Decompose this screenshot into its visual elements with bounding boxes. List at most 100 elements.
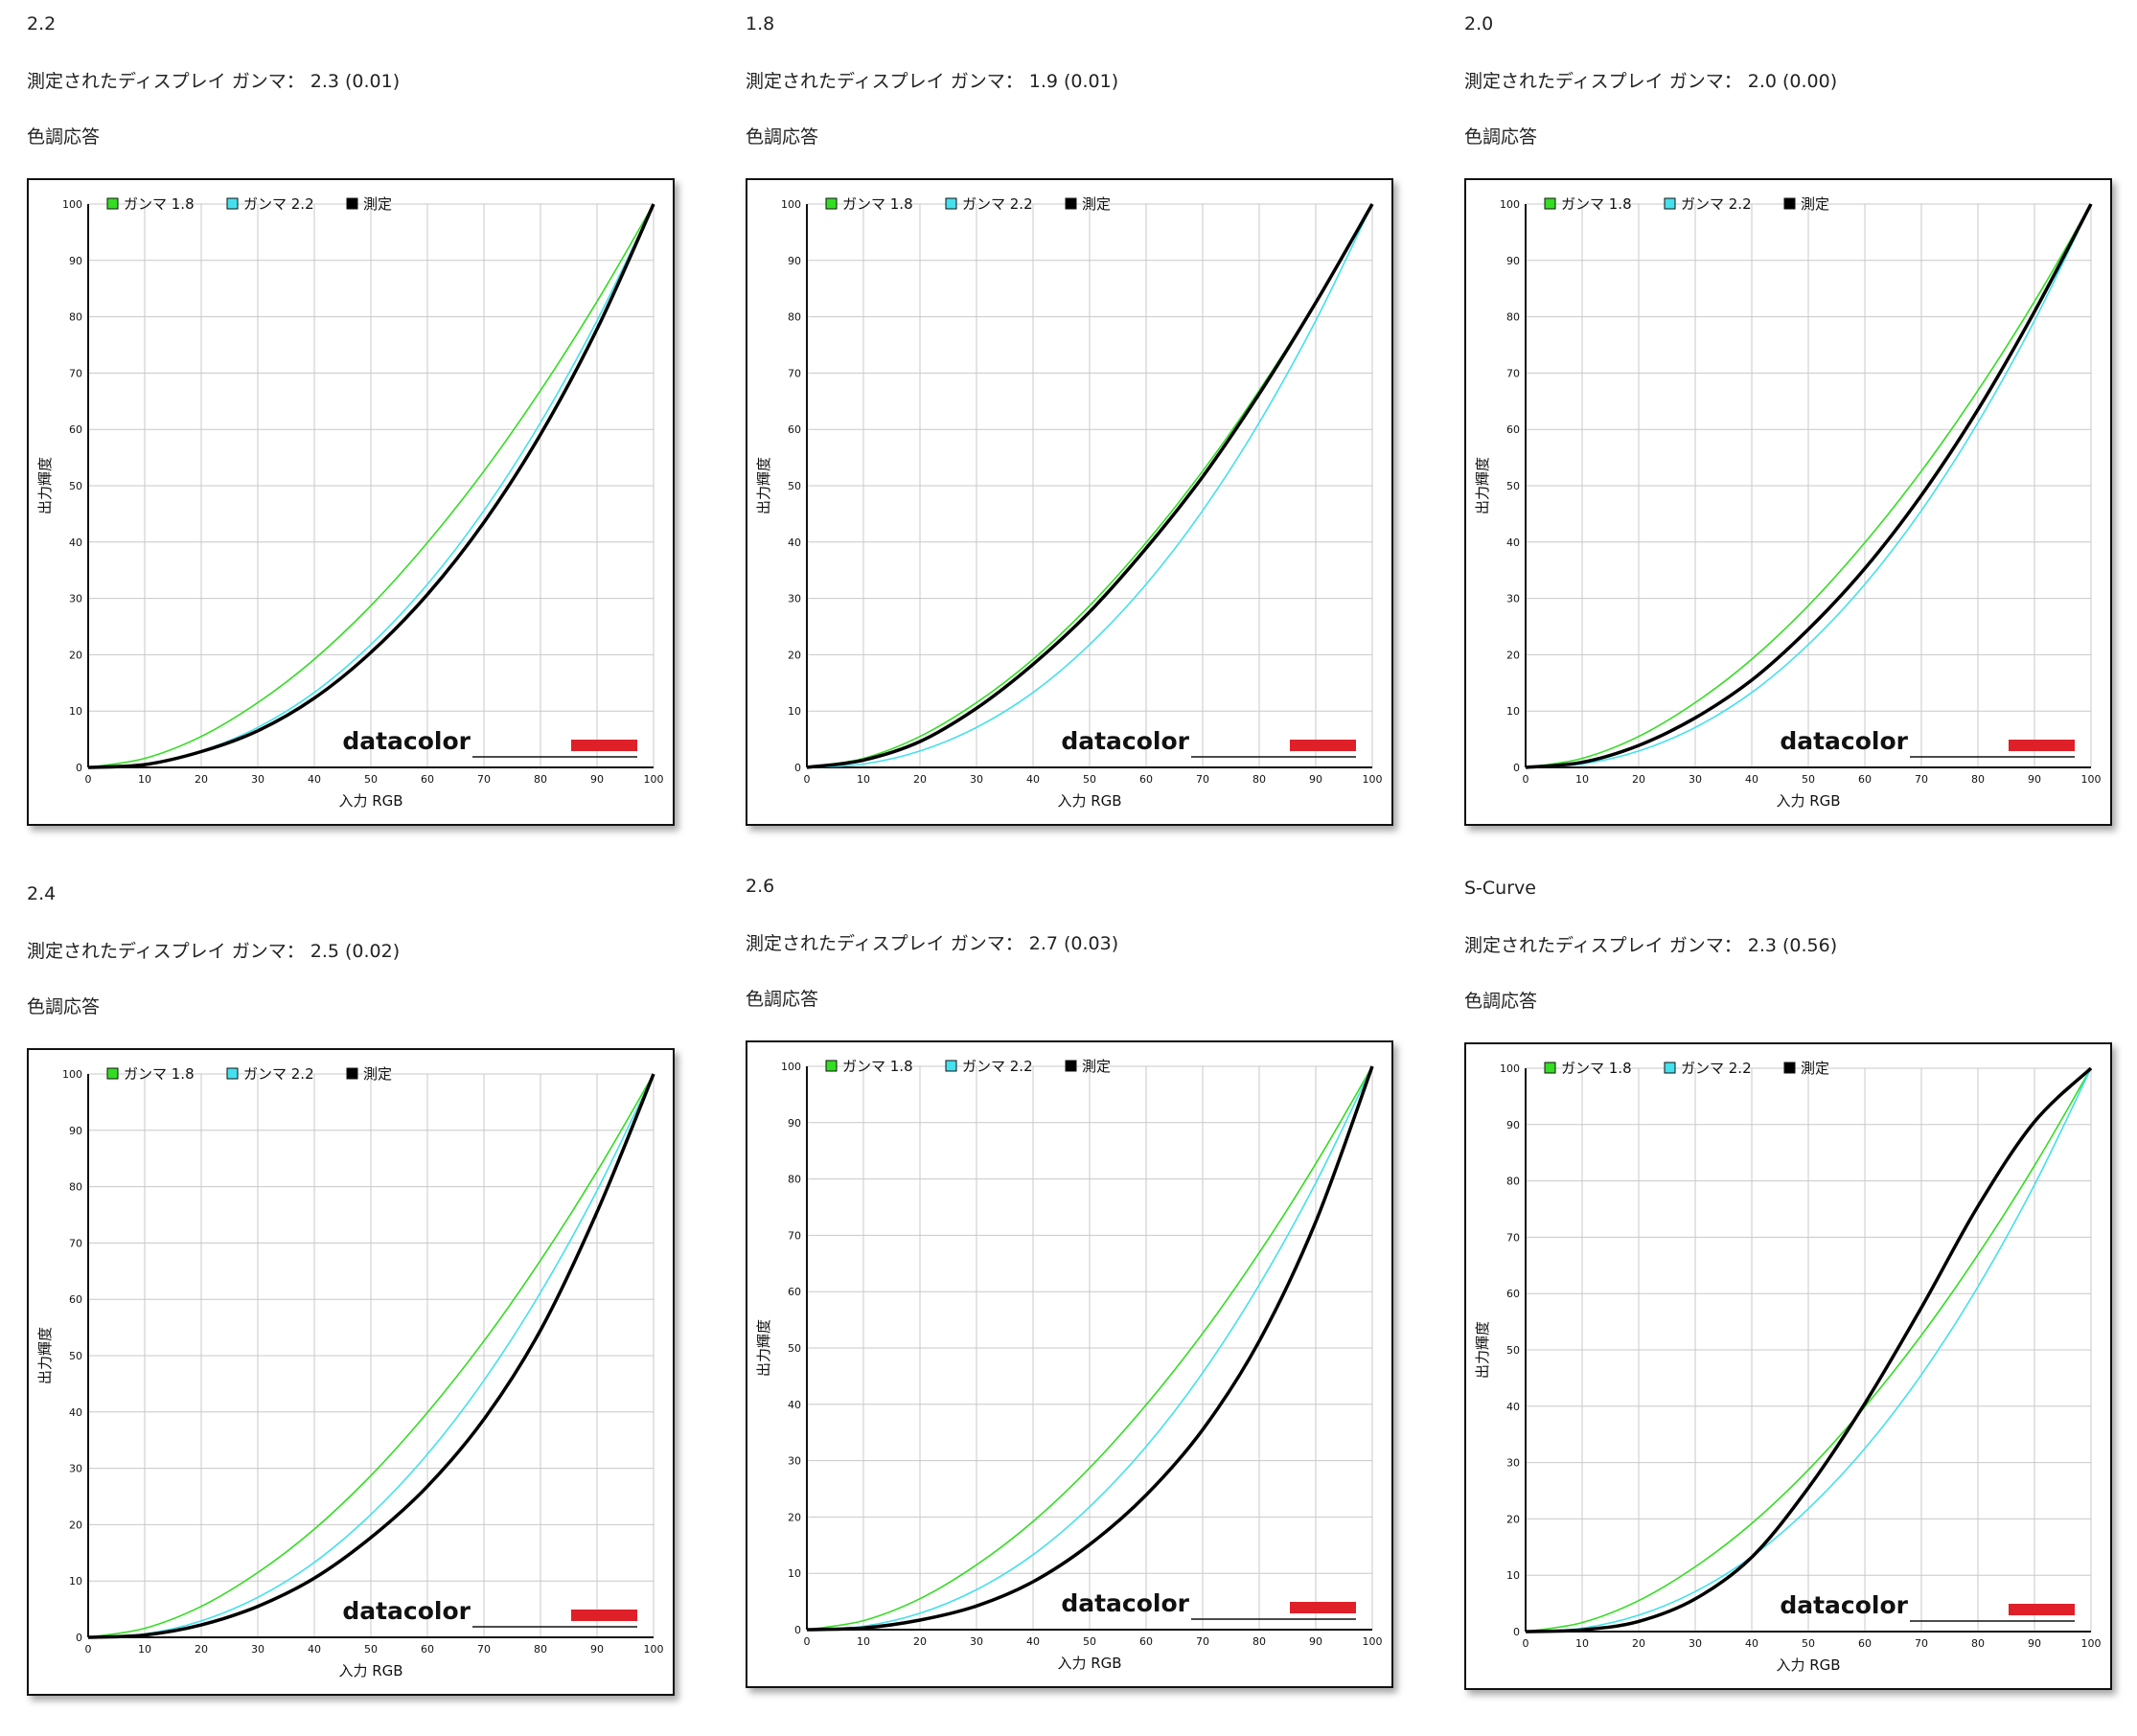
measured-gamma-text: 測定されたディスプレイ ガンマ： 2.0 (0.00) (1464, 71, 1838, 92)
series-line-cyan (87, 1073, 655, 1638)
legend-label: 測定 (1801, 195, 1829, 213)
x-tick-label: 40 (1745, 1637, 1758, 1650)
y-tick-label: 10 (788, 1567, 801, 1580)
y-tick-label: 20 (1506, 649, 1520, 661)
y-axis-label: 出力輝度 (1474, 1321, 1491, 1379)
y-tick-label: 90 (1506, 1119, 1520, 1131)
y-tick-label: 90 (1506, 255, 1520, 267)
series-line-green (1525, 1067, 2092, 1633)
y-tick-label: 40 (69, 1406, 82, 1419)
x-tick-label: 40 (1026, 773, 1040, 786)
y-tick-label: 60 (1506, 1288, 1520, 1300)
x-tick-label: 90 (2028, 1637, 2041, 1650)
y-tick-label: 50 (69, 1350, 82, 1362)
y-tick-label: 80 (788, 311, 801, 324)
datacolor-logo-bar (571, 1610, 637, 1621)
series-line-cyan (806, 203, 1373, 768)
tone-response-chart: 00 10 10 20 20 30 30 40 40 50 50 60 60 70 70 80 80 90 90 10… (755, 1058, 1383, 1672)
x-tick-label: 90 (1309, 1635, 1322, 1648)
series-line-green (87, 1073, 655, 1638)
y-tick-label: 50 (1506, 480, 1520, 492)
measured-gamma-text: 測定されたディスプレイ ガンマ： 2.5 (0.02) (27, 941, 401, 962)
y-tick-label: 40 (1506, 1401, 1520, 1413)
x-tick-label: 90 (590, 1643, 604, 1656)
measured-gamma-text: 測定されたディスプレイ ガンマ： 2.3 (0.56) (1464, 935, 1838, 956)
tone-response-chart: 00 10 10 20 20 30 30 40 40 50 50 60 60 70 70 80 80 90 90 10… (36, 195, 664, 810)
x-tick-label: 40 (1745, 773, 1758, 786)
tone-response-chart: 00 10 10 20 20 30 30 40 40 50 50 60 60 70 70 80 80 90 90 10… (36, 1065, 664, 1679)
y-tick-label: 10 (1506, 1569, 1520, 1582)
x-tick-label: 30 (1689, 773, 1702, 786)
x-tick-label: 80 (1252, 1635, 1266, 1648)
datacolor-logo-bar (1290, 740, 1356, 751)
tone-response-label: 色調応答 (1464, 991, 1538, 1012)
series-line-black (806, 203, 1374, 769)
panel-title: 2.0 (1464, 13, 1494, 34)
series-line-black (87, 203, 655, 769)
datacolor-logo-text: datacolor (1061, 727, 1189, 755)
y-tick-label: 0 (794, 762, 801, 774)
x-tick-label: 40 (1026, 1635, 1040, 1648)
panel-title: S-Curve (1464, 878, 1536, 899)
y-axis-label: 出力輝度 (755, 457, 772, 514)
datacolor-logo-bar (1290, 1602, 1356, 1613)
x-tick-label: 30 (251, 1643, 264, 1656)
x-axis-label: 入力 RGB (338, 792, 402, 810)
legend-swatch-black (346, 197, 358, 210)
legend-label: ガンマ 1.8 (1561, 195, 1632, 213)
x-tick-label: 20 (1632, 773, 1645, 786)
y-tick-label: 30 (788, 1455, 801, 1468)
y-tick-label: 50 (788, 1342, 801, 1355)
x-tick-label: 80 (1252, 773, 1266, 786)
datacolor-logo-text: datacolor (1780, 1591, 1908, 1619)
x-tick-label: 70 (1196, 1635, 1209, 1648)
y-tick-label: 100 (62, 1068, 82, 1081)
x-axis-label: 入力 RGB (1776, 1656, 1840, 1674)
tone-response-label: 色調応答 (746, 989, 819, 1010)
legend-label: ガンマ 1.8 (124, 1065, 195, 1083)
y-tick-label: 10 (69, 1575, 82, 1588)
measured-gamma-text: 測定されたディスプレイ ガンマ： 1.9 (0.01) (746, 71, 1119, 92)
x-tick-label: 10 (857, 1635, 870, 1648)
datacolor-logo-text: datacolor (1061, 1589, 1189, 1617)
y-tick-label: 60 (69, 1293, 82, 1306)
tone-response-label: 色調応答 (27, 996, 101, 1017)
legend-label: ガンマ 2.2 (1681, 195, 1752, 213)
x-tick-label: 50 (1802, 773, 1815, 786)
y-tick-label: 20 (1506, 1513, 1520, 1525)
x-tick-label: 0 (85, 773, 92, 786)
x-tick-label: 20 (195, 1643, 208, 1656)
x-tick-label: 70 (1196, 773, 1209, 786)
x-tick-label: 50 (1802, 1637, 1815, 1650)
legend-swatch-cyan (945, 197, 957, 210)
y-tick-label: 60 (788, 1286, 801, 1298)
y-tick-label: 100 (1500, 198, 1520, 211)
y-tick-label: 70 (1506, 1231, 1520, 1244)
legend-swatch-black (1783, 197, 1796, 210)
y-axis-label: 出力輝度 (36, 1327, 54, 1384)
y-tick-label: 90 (788, 1117, 801, 1130)
legend-swatch-cyan (1664, 1062, 1676, 1074)
legend-label: ガンマ 2.2 (1681, 1060, 1752, 1077)
x-tick-label: 100 (2081, 773, 2102, 786)
y-tick-label: 100 (62, 198, 82, 211)
legend-swatch-cyan (1664, 197, 1676, 210)
series-line-green (806, 1065, 1373, 1631)
legend-swatch-black (1065, 1060, 1077, 1072)
x-tick-label: 10 (857, 773, 870, 786)
y-tick-label: 20 (69, 649, 82, 661)
x-tick-label: 20 (913, 1635, 927, 1648)
chart-frame: 0 0 10 10 20 20 30 30 40 40 50 50 60 60 70 70 80 80 90 90 10… (27, 178, 675, 826)
panel-title: 2.6 (746, 876, 775, 897)
x-tick-label: 60 (1139, 1635, 1153, 1648)
y-tick-label: 70 (788, 367, 801, 379)
legend-label: ガンマ 1.8 (1561, 1060, 1632, 1077)
legend-swatch-green (1544, 197, 1556, 210)
x-tick-label: 60 (421, 773, 434, 786)
y-tick-label: 80 (1506, 1176, 1520, 1188)
chart-panel-6: S-Curve 測定されたディスプレイ ガンマ： 2.3 (0.56) 色調応答… (1464, 878, 2116, 1730)
x-tick-label: 90 (590, 773, 604, 786)
